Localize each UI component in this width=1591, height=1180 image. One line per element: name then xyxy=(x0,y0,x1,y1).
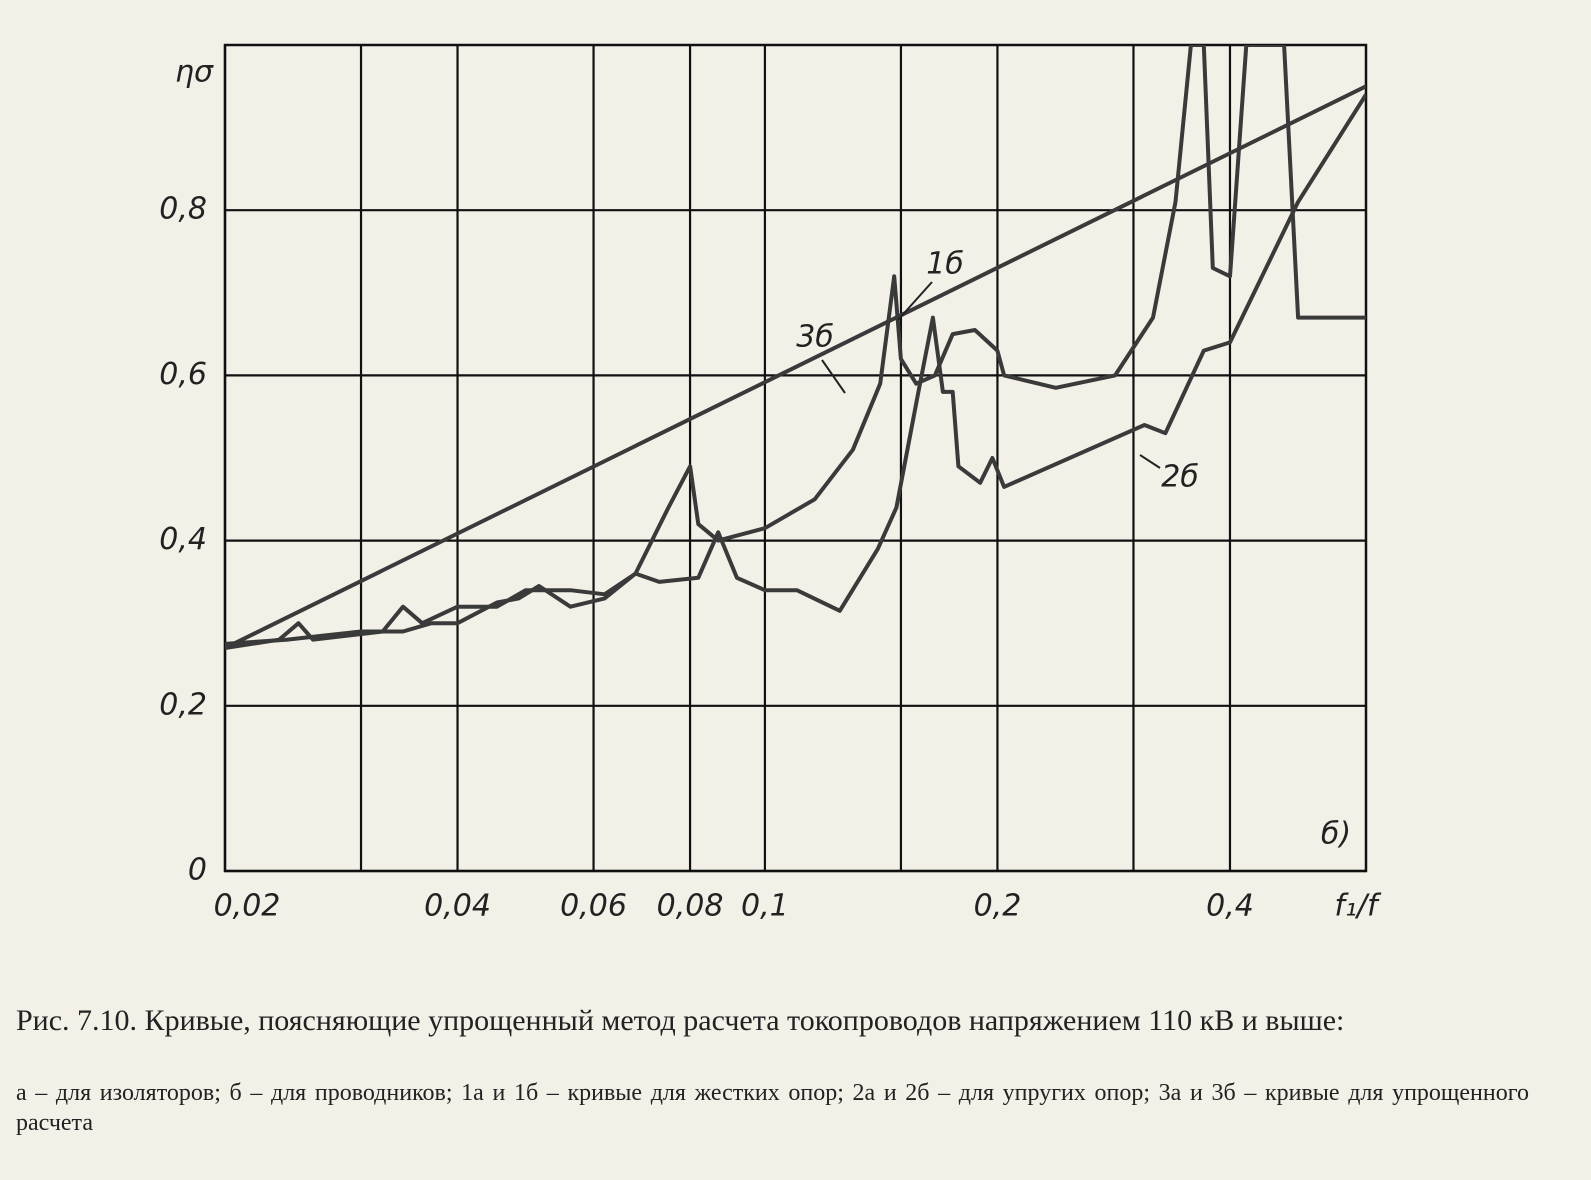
series-label: 1б xyxy=(926,247,964,282)
x-tick-label: 0,06 xyxy=(560,889,627,924)
label-leader xyxy=(821,359,846,394)
series-line xyxy=(225,45,1366,650)
x-tick-label: 0,08 xyxy=(657,889,724,924)
x-tick-label: 0,4 xyxy=(1206,889,1254,924)
y-tick-label: 0,4 xyxy=(159,522,207,557)
panel-label: б) xyxy=(1321,817,1351,852)
x-tick-label: 0,04 xyxy=(424,889,491,924)
series-label: 2б xyxy=(1161,460,1199,495)
y-tick-label: 0,6 xyxy=(159,357,207,392)
plot-area xyxy=(225,45,1366,650)
x-tick-label: 0,2 xyxy=(974,889,1022,924)
y-axis-label: ησ xyxy=(175,55,214,90)
series-label: 3б xyxy=(796,320,834,355)
series-line xyxy=(225,93,1366,646)
caption-title: Рис. 7.10. Кривые, поясняющие упрощенный… xyxy=(16,1004,1345,1037)
label-leader xyxy=(897,281,933,321)
y-tick-label: 0,2 xyxy=(159,687,207,722)
y-tick-label: 0,8 xyxy=(159,192,207,227)
chart: 0 0,2 0,4 0,6 0,8 0,02 0,04 0,06 0,08 0,1 0,2 0,4 ησ… xyxy=(159,43,1382,924)
y-tick-label: 0 xyxy=(188,853,207,888)
caption-text: а – для изоляторов; б – для проводников;… xyxy=(16,1080,1529,1136)
x-tick-label: 0,02 xyxy=(214,889,281,924)
series-line xyxy=(225,84,1366,650)
label-leader xyxy=(1139,454,1161,469)
x-tick-label: 0,1 xyxy=(741,889,789,924)
x-axis-label: f₁/f xyxy=(1334,889,1382,924)
